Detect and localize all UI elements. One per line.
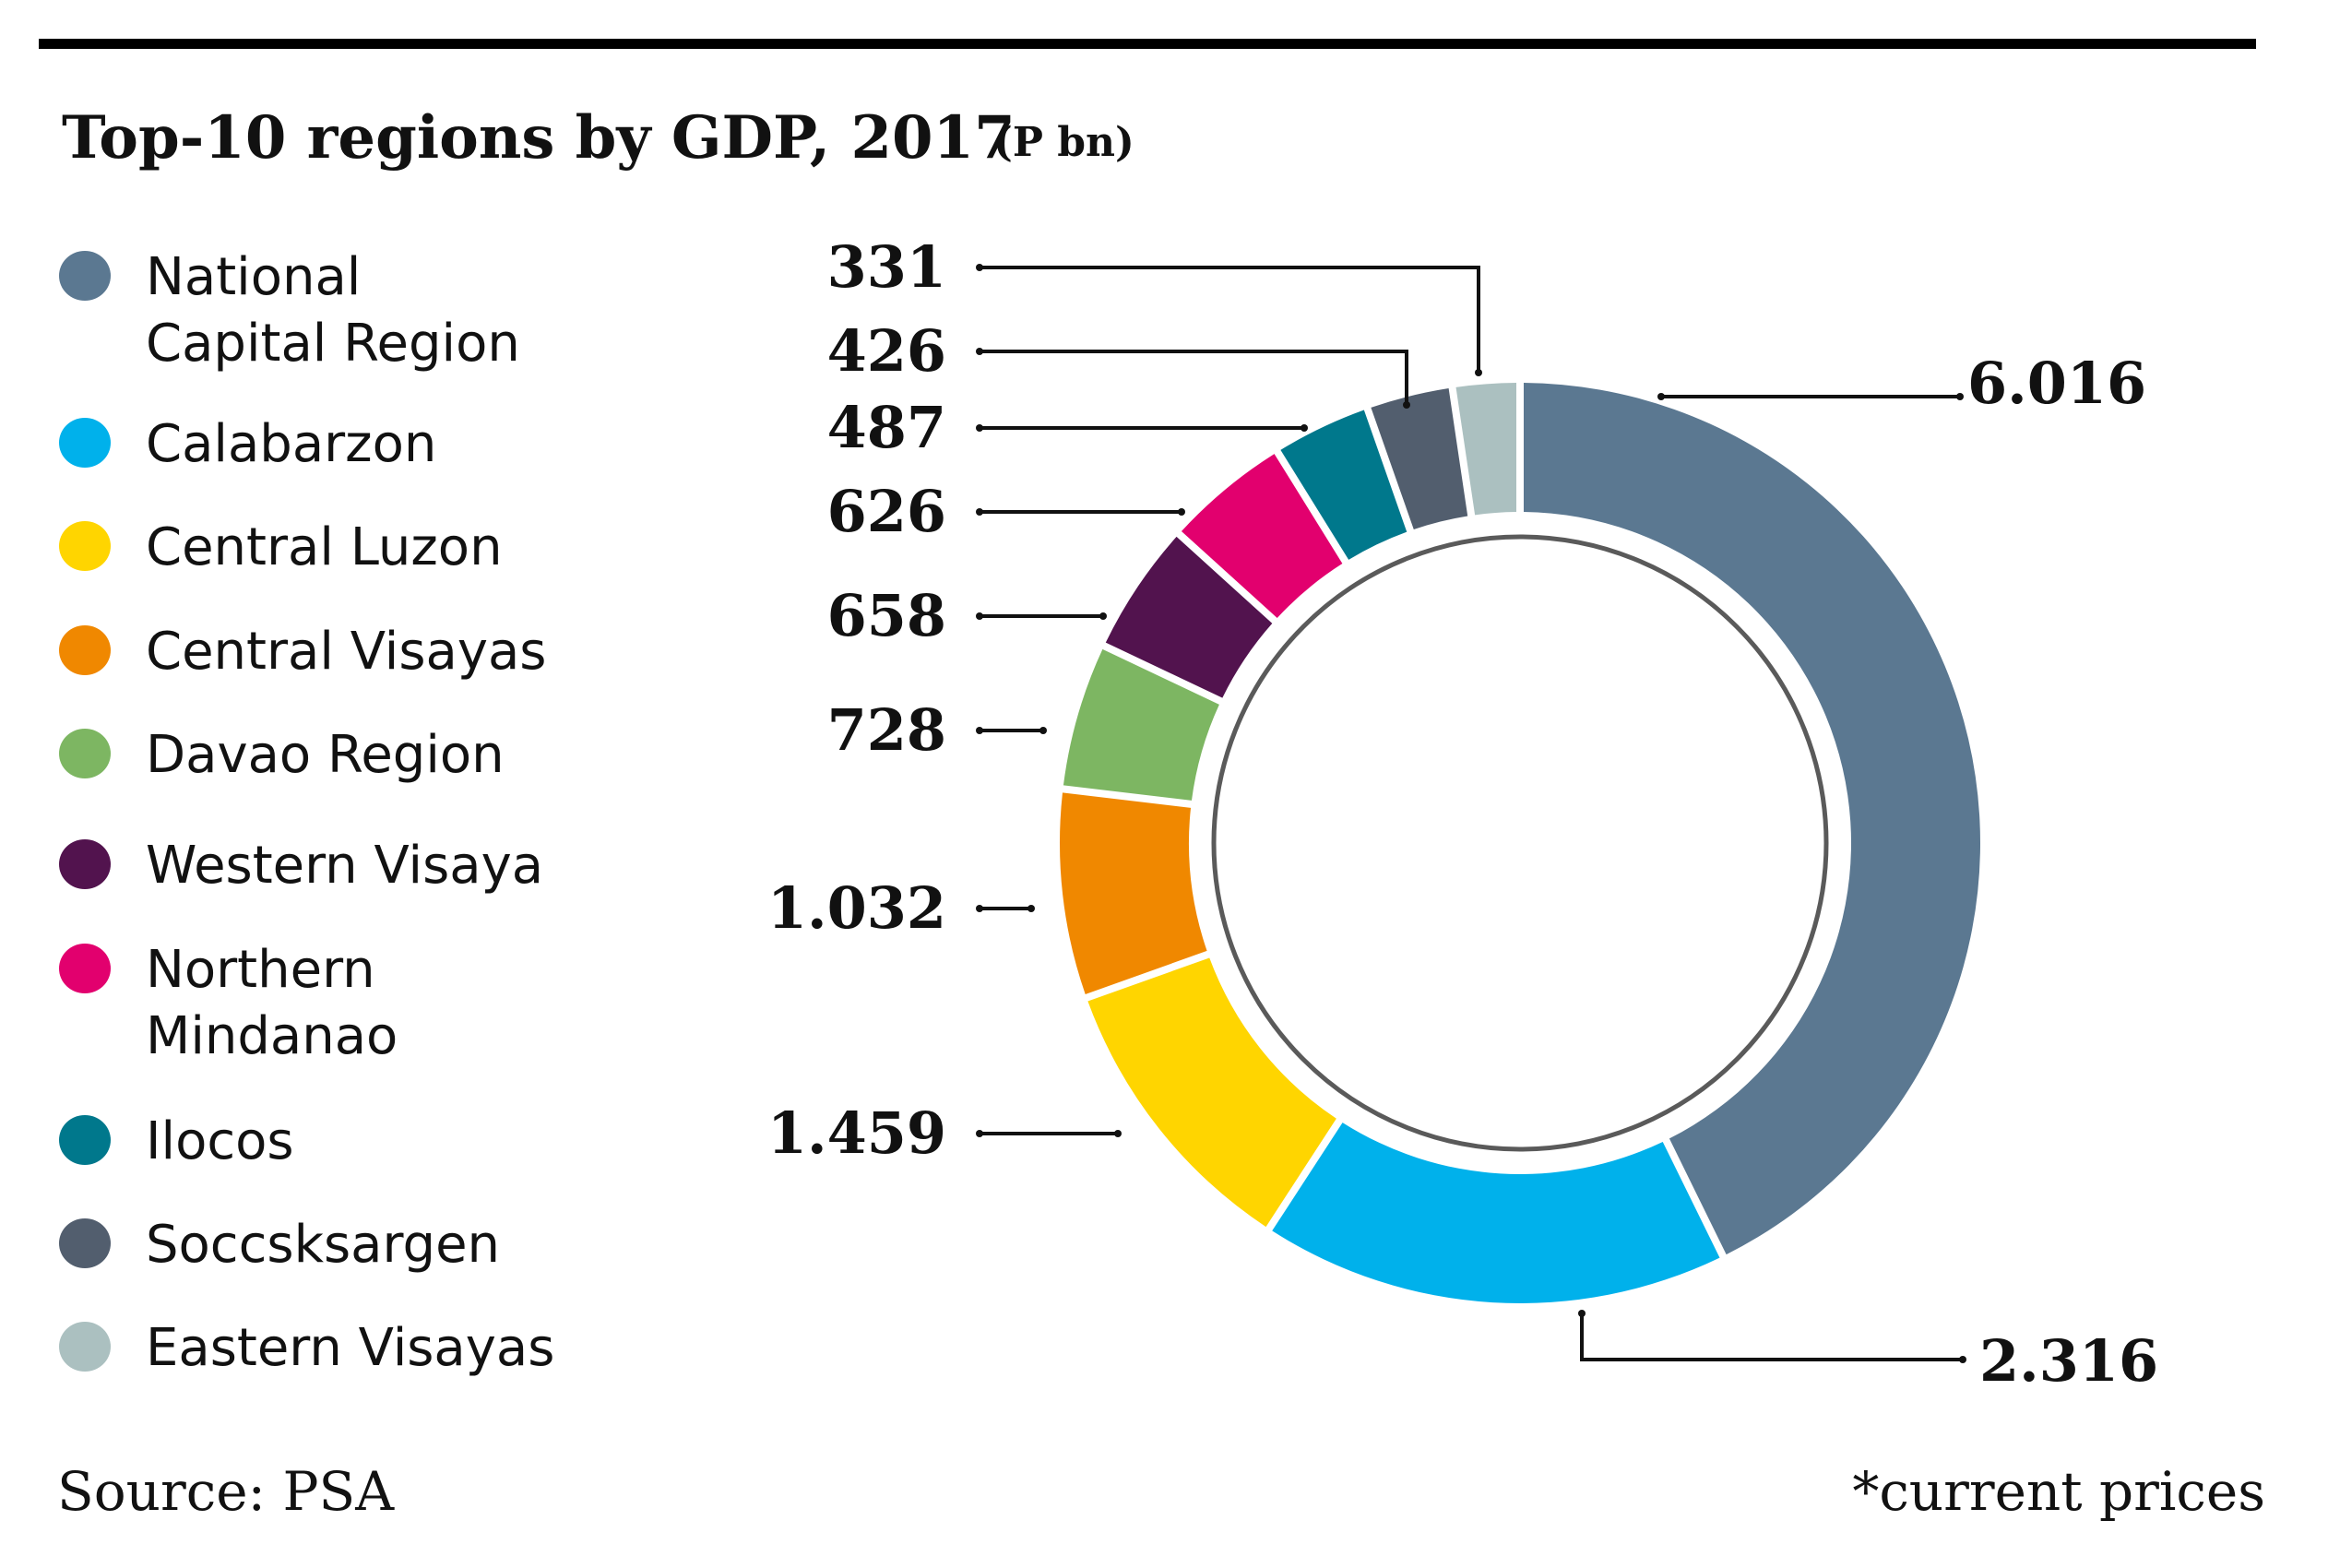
slice-central-luzon [1087,957,1336,1228]
legend-swatch-icon [59,251,111,301]
legend-swatch-icon [59,1115,111,1165]
legend-label: Eastern Visayas [146,1318,554,1378]
leader-dot [976,508,983,516]
value-label-group-national-capital-region: 6.016 [1657,350,2146,417]
leader-dot [976,264,983,271]
legend-label: Davao Region [146,725,505,785]
legend-swatch-icon [59,521,111,571]
value-label-group-calabarzon: 2.316 [1578,1310,2158,1395]
legend-swatch-icon [59,729,111,778]
value-label-group-central-visayas: 1.032 [767,874,1035,942]
legend-label: Mindanao [146,1006,398,1066]
leader-dot [1099,612,1107,620]
leader-line [1580,1313,1963,1361]
leader-dot [1578,1310,1586,1317]
value-label-group-eastern-visayas: 331 [827,233,1482,376]
leader-dot [1959,1356,1966,1363]
title-text: Top-10 regions by GDP, 2017 [62,103,1016,172]
value-label-group-soccsksargen: 426 [827,317,1410,409]
leader-dot [1039,727,1047,734]
slice-soccsksargen [1371,388,1468,529]
leader-dot [976,612,983,620]
leader-line [980,266,1480,373]
legend-label: Capital Region [146,314,520,374]
leader-dot [976,727,983,734]
legend-swatch-icon [59,418,111,468]
value-label-group-central-luzon: 1.459 [767,1099,1122,1167]
value-label: 2.316 [1979,1327,2158,1395]
slice-davao-region [1063,648,1219,801]
legend-label: Ilocos [146,1111,294,1171]
value-label: 426 [827,317,946,385]
legend-item-eastern-visayas: Eastern Visayas [59,1318,554,1378]
legend-label: National [146,247,361,307]
source-text: Source: PSA [57,1460,395,1523]
leader-dot [976,1130,983,1137]
value-label: 487 [827,394,946,461]
leader-dot [1178,508,1185,516]
leader-dot [1475,369,1482,376]
legend-swatch-icon [59,625,111,675]
title-unit-text: (P bn) [993,119,1134,166]
legend-item-central-visayas: Central Visayas [59,622,546,682]
legend-item-western-visaya: Western Visaya [59,836,543,896]
legend: National Capital Region Calabarzon Central … [59,247,554,1378]
legend-item-ilocos: Ilocos [59,1111,294,1171]
chart-title: Top-10 regions by GDP, 2017 (P bn) [62,103,1134,172]
value-label: 658 [827,582,946,649]
legend-label: Northern [146,940,375,1000]
leader-line [980,350,1408,405]
value-label-group-davao-region: 728 [827,696,1047,764]
leader-dot [976,905,983,912]
value-label: 626 [827,478,946,545]
inner-ring [1211,534,1829,1152]
legend-label: Central Visayas [146,622,546,682]
legend-swatch-icon [59,839,111,889]
legend-label: Soccsksargen [146,1215,500,1275]
value-label-group-ilocos: 487 [827,394,1308,461]
slice-central-visayas [1060,792,1207,994]
value-label: 1.459 [767,1099,946,1167]
leader-dot [1657,393,1665,400]
legend-label: Calabarzon [146,414,436,474]
slice-calabarzon [1272,1123,1720,1303]
legend-item-davao-region: Davao Region [59,725,505,785]
value-label: 6.016 [1967,350,2146,417]
footnote-text: *current prices [1852,1460,2265,1523]
legend-item-calabarzon: Calabarzon [59,414,436,474]
value-label-group-western-visaya: 658 [827,582,1107,649]
slice-eastern-visayas [1455,383,1517,516]
slice-western-visaya [1105,536,1273,698]
value-label-group-northern-mindanao: 626 [827,478,1185,545]
leader-dot [1403,401,1410,409]
legend-label: Western Visaya [146,836,543,896]
leader-dot [1027,905,1035,912]
legend-item-national-capital-region: National Capital Region [59,247,520,374]
slice-national-capital-region [1523,383,1981,1255]
leader-dot [1301,424,1308,432]
value-label: 331 [827,233,946,301]
slice-northern-mindanao [1181,454,1343,618]
legend-swatch-icon [59,1322,111,1372]
legend-item-soccsksargen: Soccsksargen [59,1215,500,1275]
value-label: 728 [827,696,946,764]
value-labels: 6.016 2.316 1.459 1.032 728 658 626 487 426 331 [767,233,2158,1395]
legend-swatch-icon [59,1218,111,1268]
legend-label: Central Luzon [146,517,503,577]
value-label: 1.032 [767,874,946,942]
legend-item-central-luzon: Central Luzon [59,517,503,577]
leader-dot [976,348,983,355]
slice-ilocos [1280,410,1407,560]
legend-swatch-icon [59,944,111,993]
top-rule [39,39,2256,49]
donut [1060,383,1981,1303]
leader-dot [1956,393,1964,400]
leader-dot [1114,1130,1122,1137]
leader-dot [976,424,983,432]
